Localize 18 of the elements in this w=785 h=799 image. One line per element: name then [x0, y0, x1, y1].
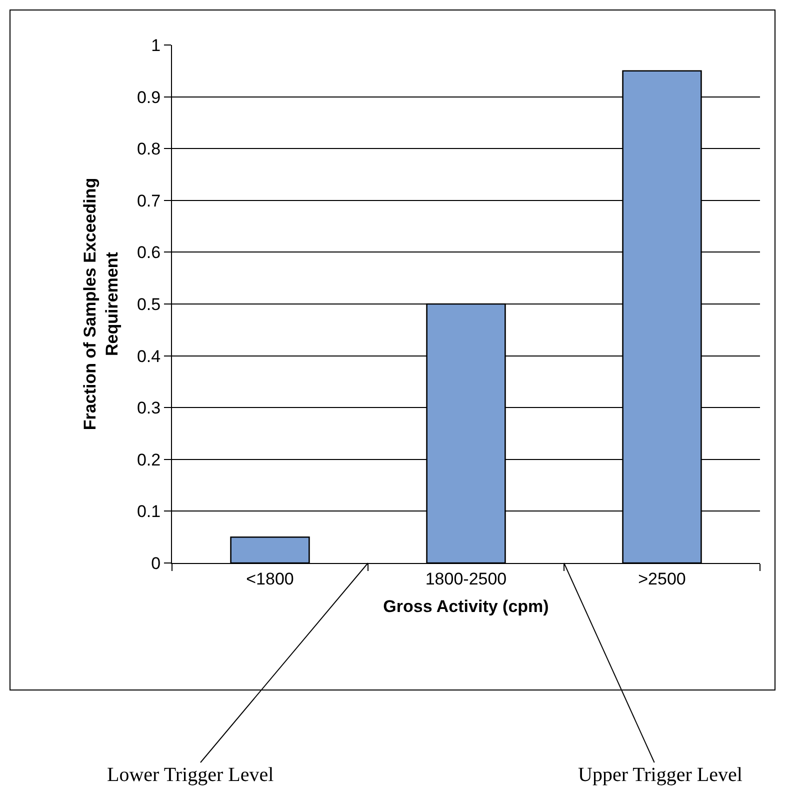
- x-tick-label: 1800-2500: [425, 569, 507, 588]
- y-tick-label: 0.4: [136, 346, 161, 366]
- y-tick-label: 0.6: [136, 243, 161, 262]
- y-tick-label: 0.5: [136, 294, 161, 314]
- y-tick-label: 0.9: [136, 88, 161, 107]
- y-axis-title: Fraction of Samples Exceeding Requirement: [80, 178, 122, 430]
- x-axis-title: Gross Activity (cpm): [383, 596, 549, 616]
- y-tick-label: 0.3: [136, 398, 161, 418]
- y-tick-label: 0: [151, 554, 161, 573]
- y-tick-label: 0.7: [136, 191, 161, 210]
- y-tick-label: 0.1: [136, 502, 161, 522]
- text: Lower Trigger Level: [107, 764, 274, 786]
- text: Upper Trigger Level: [578, 764, 743, 786]
- y-tick-label: 0.2: [136, 450, 161, 470]
- x-tick-label: <1800: [246, 569, 294, 588]
- y-tick-label: 0.8: [136, 140, 161, 159]
- x-tick-label: >2500: [638, 569, 686, 588]
- y-tick-label: 1: [151, 36, 161, 55]
